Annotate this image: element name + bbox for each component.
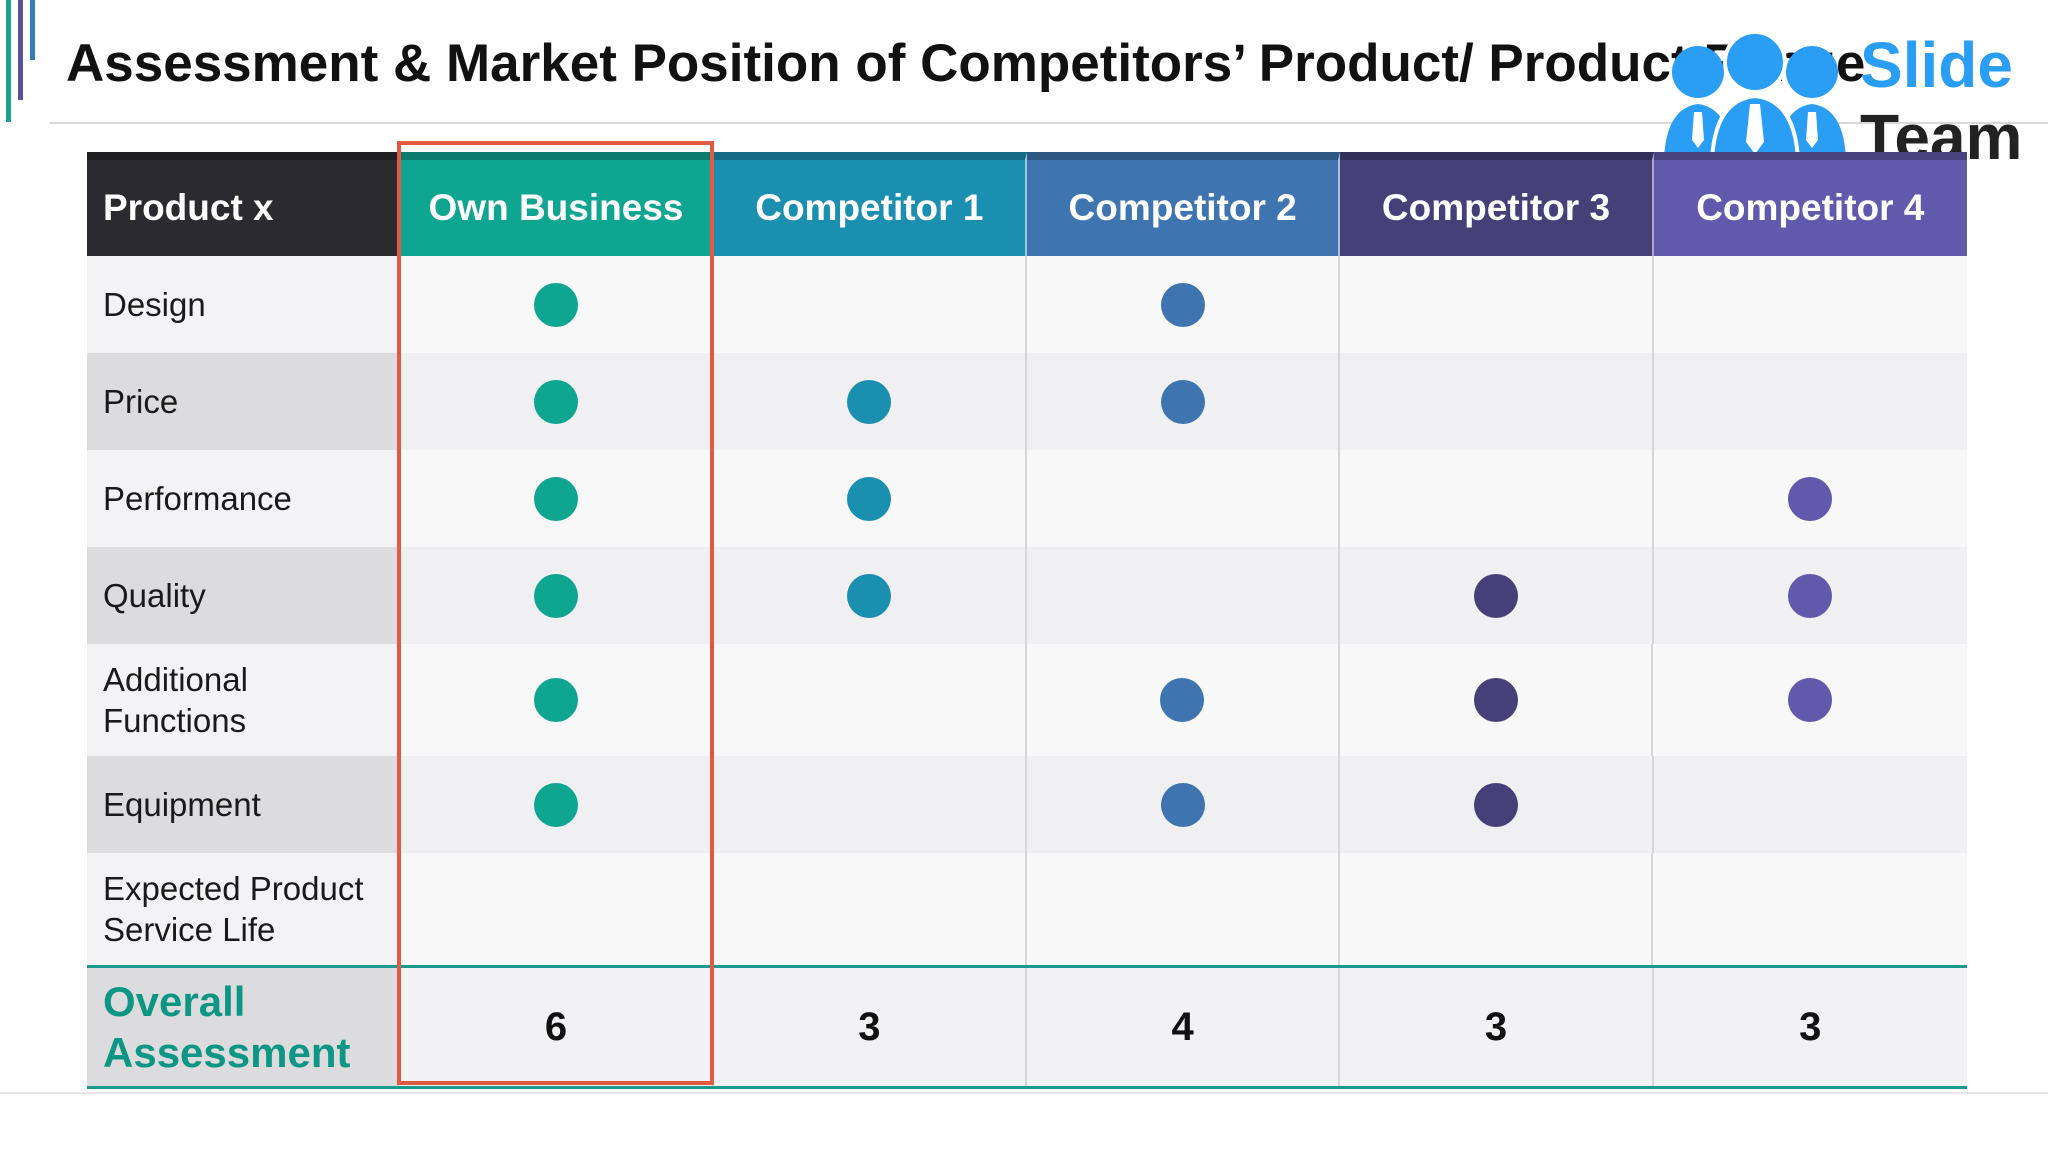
assessment-dot: [533, 678, 578, 722]
assessment-dot: [1160, 282, 1205, 327]
assessment-dot: [1160, 379, 1205, 424]
mark-cell: [713, 853, 1027, 965]
slideteam-logo: Slide Team: [1660, 26, 2022, 172]
assessment-dot: [533, 573, 578, 618]
footer-divider: [0, 1092, 2048, 1094]
assessment-dot: [533, 782, 578, 827]
team-people-icon: [1664, 30, 1846, 160]
table-row: Additional Functions: [87, 644, 1967, 756]
assessment-dot: [1787, 678, 1832, 722]
overall-score-competitor-1: 3: [858, 1004, 881, 1049]
mark-cell: [713, 547, 1027, 644]
mark-cell: [1339, 644, 1654, 756]
header-competitor-4: Competitor 4: [1653, 152, 1967, 256]
assessment-dot: [533, 476, 578, 521]
table-row: Expected Product Service Life: [87, 853, 1967, 965]
table-row: Quality: [87, 547, 1967, 644]
mark-cell: [1653, 644, 1967, 756]
mark-cell: [400, 353, 714, 450]
mark-cell: [713, 644, 1027, 756]
accent-bar-teal: [6, 0, 11, 122]
mark-cell: [400, 256, 714, 353]
mark-cell: [1026, 450, 1341, 547]
row-label: Additional Functions: [87, 644, 400, 756]
mark-cell: [400, 547, 714, 644]
assessment-dot: [533, 379, 578, 424]
mark-cell: [713, 353, 1027, 450]
mark-cell: [1653, 353, 1967, 450]
mark-cell: [1340, 353, 1654, 450]
row-label: Design: [87, 256, 401, 353]
overall-score-cell: 3: [1653, 968, 1967, 1086]
overall-assessment-label: Overall Assessment: [87, 968, 401, 1086]
table-header-row: Product x Own Business Competitor 1 Comp…: [87, 152, 1967, 256]
mark-cell: [400, 853, 714, 965]
table-row: Performance: [87, 450, 1967, 547]
page-title: Assessment & Market Position of Competit…: [66, 34, 1866, 93]
mark-cell: [1026, 353, 1341, 450]
mark-cell: [713, 256, 1027, 353]
assessment-dot: [847, 476, 892, 521]
logo-text-slide: Slide: [1860, 29, 2013, 101]
row-label: Quality: [87, 547, 401, 644]
row-label: Equipment: [87, 756, 401, 853]
overall-assessment-row: Overall Assessment 6 3 4 3 3: [87, 965, 1967, 1089]
mark-cell: [1653, 756, 1967, 853]
mark-cell: [1339, 853, 1654, 965]
overall-score-competitor-4: 3: [1799, 1004, 1822, 1049]
mark-cell: [400, 756, 714, 853]
table-row: Price: [87, 353, 1967, 450]
header-competitor-2: Competitor 2: [1026, 152, 1341, 256]
assessment-table: Product x Own Business Competitor 1 Comp…: [87, 152, 1967, 1089]
table-body: Design Price Performance Quality Additional …: [87, 256, 1967, 965]
mark-cell: [1026, 547, 1341, 644]
assessment-dot: [1473, 573, 1518, 618]
assessment-dot: [847, 573, 892, 618]
overall-score-cell: 6: [400, 968, 714, 1086]
header-own-business: Own Business: [400, 152, 714, 256]
mark-cell: [1653, 450, 1967, 547]
mark-cell: [1026, 644, 1340, 756]
header-competitor-1: Competitor 1: [713, 152, 1027, 256]
overall-score-cell: 3: [1340, 968, 1654, 1086]
overall-score-cell: 4: [1026, 968, 1341, 1086]
row-label: Price: [87, 353, 401, 450]
assessment-dot: [1473, 678, 1518, 722]
mark-cell: [713, 450, 1027, 547]
overall-score-competitor-3: 3: [1484, 1004, 1508, 1049]
mark-cell: [1340, 547, 1654, 644]
assessment-dot: [1160, 782, 1205, 827]
mark-cell: [1026, 853, 1340, 965]
assessment-dot: [1788, 476, 1833, 521]
assessment-dot: [1473, 782, 1518, 827]
mark-cell: [1026, 256, 1341, 353]
mark-cell: [1653, 547, 1967, 644]
title-divider: [50, 122, 2048, 124]
mark-cell: [1653, 256, 1967, 353]
row-label: Performance: [87, 450, 401, 547]
header-product: Product x: [87, 152, 401, 256]
assessment-dot: [1160, 678, 1205, 722]
assessment-dot: [1788, 573, 1833, 618]
overall-score-competitor-2: 4: [1171, 1004, 1194, 1049]
mark-cell: [1340, 450, 1654, 547]
mark-cell: [400, 450, 714, 547]
mark-cell: [400, 644, 714, 756]
mark-cell: [1340, 256, 1654, 353]
accent-bar-blue: [30, 0, 35, 60]
mark-cell: [713, 756, 1027, 853]
mark-cell: [1026, 756, 1341, 853]
row-label: Expected Product Service Life: [87, 853, 400, 965]
accent-bar-purple: [18, 0, 23, 100]
overall-score-own-business: 6: [544, 1004, 568, 1049]
mark-cell: [1653, 853, 1967, 965]
table-row: Design: [87, 256, 1967, 353]
table-row: Equipment: [87, 756, 1967, 853]
assessment-dot: [533, 282, 578, 327]
header-competitor-3: Competitor 3: [1340, 152, 1654, 256]
assessment-dot: [847, 379, 892, 424]
overall-score-cell: 3: [713, 968, 1027, 1086]
mark-cell: [1340, 756, 1654, 853]
